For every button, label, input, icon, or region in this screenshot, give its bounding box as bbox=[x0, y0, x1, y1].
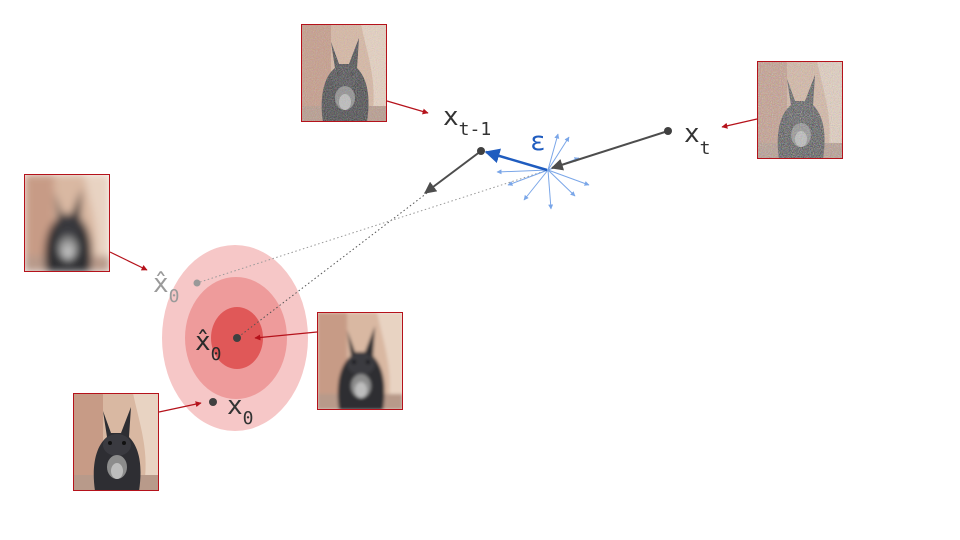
point-x0hat bbox=[233, 334, 241, 342]
connector-xt-image bbox=[721, 118, 758, 129]
x0-image bbox=[73, 393, 159, 491]
x0hat-image bbox=[317, 312, 403, 410]
arrow-xt-to-eps bbox=[550, 130, 669, 171]
point-x0hat-faint bbox=[193, 279, 201, 287]
label-xt1: xt-1 bbox=[443, 102, 491, 140]
connector-xt1-image bbox=[386, 100, 429, 115]
xt-image bbox=[757, 61, 843, 159]
point-xt1 bbox=[477, 147, 485, 155]
dotted-line-eps-to-faint-x0hat bbox=[196, 169, 549, 284]
point-xt bbox=[664, 127, 672, 135]
label-x0hat-faint: x̂0 bbox=[153, 269, 180, 307]
x0hat-faint-image bbox=[24, 174, 110, 272]
label-x0: x0 bbox=[227, 391, 254, 429]
epsilon-arrow bbox=[484, 148, 548, 172]
connector-x0hat-faint-image bbox=[109, 251, 148, 271]
label-x0hat: x̂0 bbox=[195, 327, 222, 365]
arrow-xt1-toward-x0 bbox=[424, 150, 482, 194]
connector-x0-image bbox=[158, 401, 202, 413]
label-xt: xt bbox=[684, 119, 711, 159]
point-x0 bbox=[209, 398, 217, 406]
label-epsilon: ε bbox=[530, 127, 546, 157]
xt1-image bbox=[301, 24, 387, 122]
connector-x0hat-image bbox=[254, 331, 318, 341]
